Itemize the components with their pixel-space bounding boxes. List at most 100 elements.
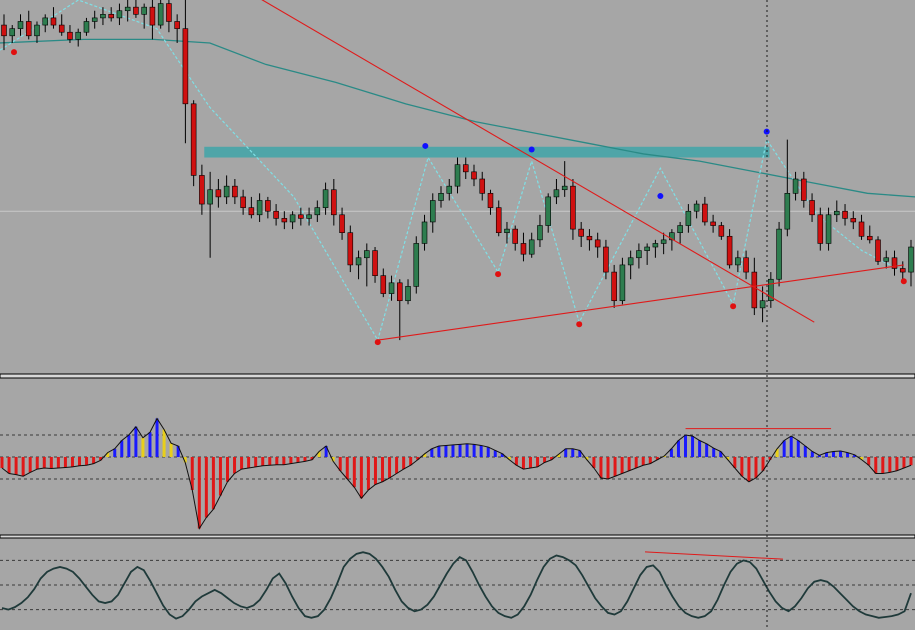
candle-bull [256,200,263,216]
candle-bull [100,14,106,19]
candle-bear [182,28,189,105]
candle-bear [298,214,304,219]
candle-bear [718,225,725,237]
candle-bull [306,214,312,219]
candle-bear [380,275,387,294]
candle-bull [446,185,453,194]
candle-bear [570,185,576,230]
candle-bull [652,243,659,248]
candle-bear [743,257,749,273]
candle-bull [289,214,296,223]
candle-bear [149,6,156,26]
oscillator-histogram-panel[interactable] [0,417,915,539]
candle-bear [347,232,354,266]
candle-bull [537,225,543,241]
candle-bull [545,196,551,226]
candle-bear [331,189,337,216]
candle-bear [586,235,593,241]
candle-bear [850,218,857,223]
candle-bull [405,286,411,302]
candle-bear [462,164,469,173]
candle-bear [817,214,824,244]
candle-bear [801,178,807,201]
fractal-top-dot [528,146,535,153]
candle-bull [124,6,131,12]
candle-bull [413,243,420,287]
candle-bull [34,24,40,37]
candle-bull [825,214,832,244]
candle-bull [364,250,370,259]
candle-bear [190,103,197,176]
candle-bear [199,175,205,205]
candle-bull [685,210,692,226]
candle-bull [784,193,791,230]
candle-bear [215,189,222,198]
resistance-zone [204,146,770,158]
candle-bear [858,221,865,237]
trendline [377,264,904,341]
candle-bull [883,257,890,262]
candle-bull [908,246,914,273]
candle-bull [9,28,16,37]
candle-bear [578,228,584,237]
candle-bear [174,21,180,29]
candle-bull [429,200,436,223]
candle-bear [611,271,617,302]
candle-bull [834,210,840,216]
candle-bear [603,246,609,273]
candle-bull [223,185,230,198]
candle-bear [520,243,527,255]
candle-bull [759,300,766,309]
candle-bear [166,3,172,22]
candle-bear [495,207,502,233]
candle-bear [67,31,73,40]
candle-bull [438,193,444,201]
candle-bull [116,10,123,19]
candle-bull [776,228,782,280]
fractal-bottom-dot [495,271,502,278]
candle-bull [141,6,147,15]
candle-bull [91,17,98,22]
candle-bull [388,282,395,294]
candle-bull [355,257,362,266]
oscillator-line [1,551,912,620]
candle-bull [421,221,428,244]
candle-bear [487,193,494,208]
candle-bear [108,14,114,19]
divergence-line [644,551,784,560]
candle-bull [553,189,560,198]
moving-average-line [0,38,915,198]
candle-bull [693,203,700,212]
candle-bear [273,210,279,219]
candle-bull [83,21,90,33]
candle-bull [561,185,568,191]
candle-bear [891,257,898,269]
fractal-top-dot [657,193,664,200]
candle-bull [619,264,626,302]
candle-bull [207,189,213,205]
fractal-bottom-dot [730,303,737,310]
candle-bear [899,268,906,273]
price-panel[interactable] [0,0,915,379]
candle-bull [660,239,667,244]
candle-bear [875,239,881,262]
candle-bear [232,185,238,198]
candle-bear [248,207,255,216]
candle-bear [471,171,477,180]
oscillator-line-panel[interactable] [0,551,915,620]
candle-bear [58,24,65,33]
fractal-bottom-dot [10,49,17,56]
candle-bull [636,250,642,259]
candle-bear [397,282,403,302]
candle-bull [627,257,634,266]
candle-bear [50,17,57,26]
candle-bull [42,17,49,26]
panel-separator [0,373,915,379]
fractal-bottom-dot [576,321,583,328]
histogram-outline [1,417,912,530]
candle-bear [372,250,378,276]
candle-bear [133,6,139,15]
candle-bear [339,214,345,234]
